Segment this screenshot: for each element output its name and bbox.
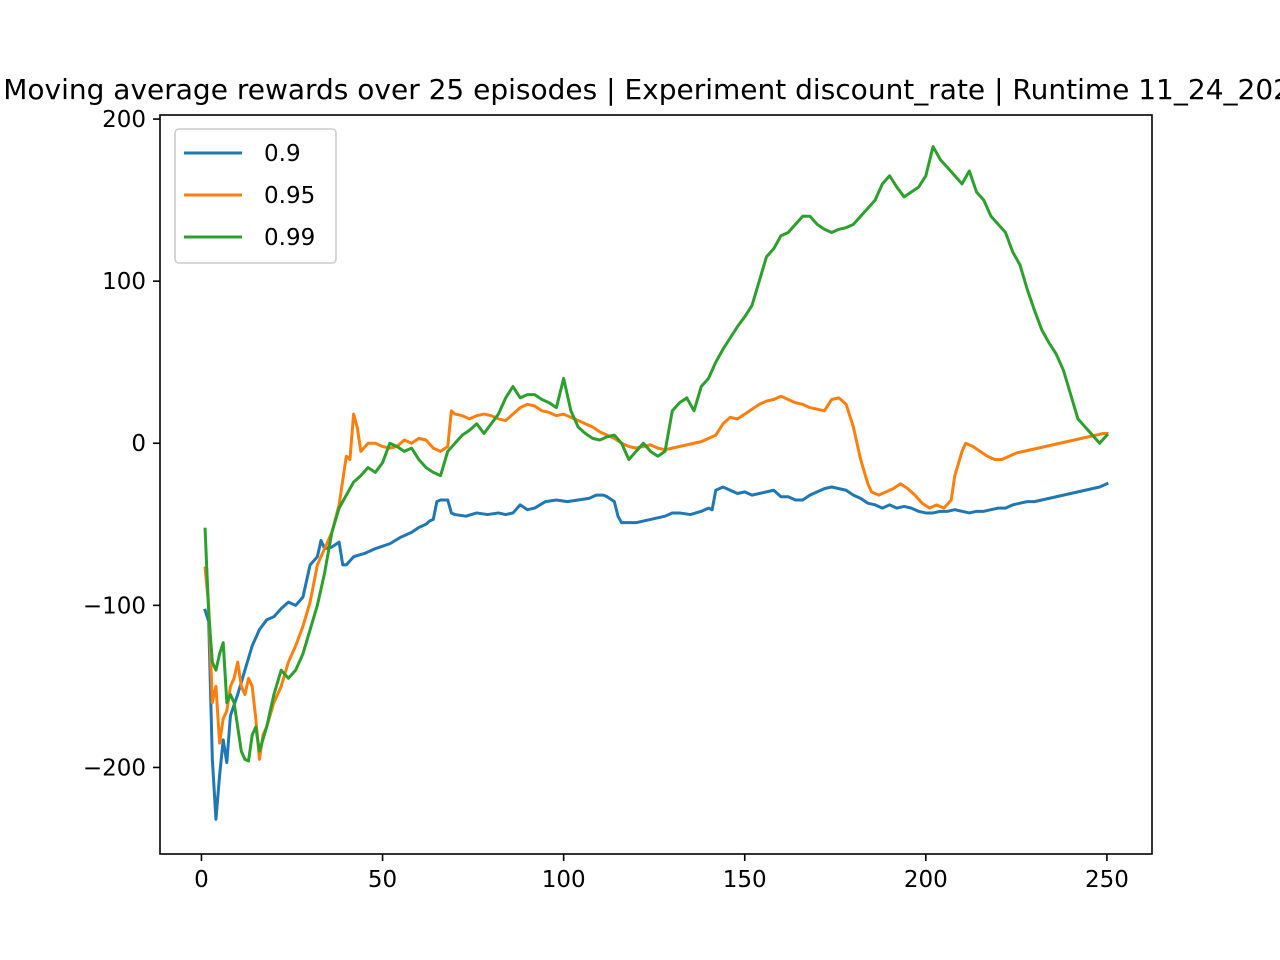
x-axis-ticks: 0 50 100 150 200 250 xyxy=(194,854,1129,893)
legend-label: 0.99 xyxy=(264,225,315,251)
series-line-3 xyxy=(203,145,1110,763)
x-tick-label: 100 xyxy=(542,867,586,893)
legend-box xyxy=(174,128,337,264)
x-tick-label: 150 xyxy=(723,867,767,893)
y-tick-label: −100 xyxy=(83,593,146,619)
x-tick-label: 50 xyxy=(368,867,397,893)
x-tick-label: 250 xyxy=(1085,867,1129,893)
legend: 0.9 0.95 0.99 xyxy=(174,128,337,264)
y-tick-label: 100 xyxy=(102,269,146,295)
y-tick-label: 0 xyxy=(131,431,146,457)
series-line-2 xyxy=(203,394,1109,761)
series-layer xyxy=(203,145,1110,821)
y-tick-label: 200 xyxy=(102,107,146,133)
x-tick-label: 0 xyxy=(194,867,209,893)
legend-label: 0.95 xyxy=(264,183,315,209)
y-axis-ticks: −200 −100 0 100 200 xyxy=(83,107,160,781)
legend-label: 0.9 xyxy=(264,141,301,167)
y-tick-label: −200 xyxy=(83,755,146,781)
chart-title: Moving average rewards over 25 episodes … xyxy=(3,73,1280,106)
x-tick-label: 200 xyxy=(904,867,948,893)
axes-frame xyxy=(159,114,1153,855)
